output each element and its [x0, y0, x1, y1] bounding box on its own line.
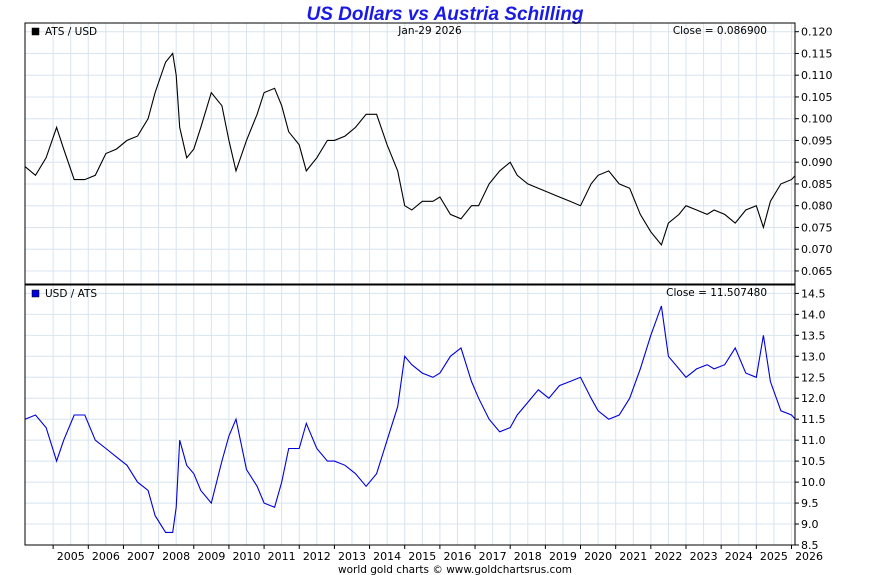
- legend-swatch-usd-ats: [31, 289, 40, 298]
- footer-credit: world gold charts © www.goldchartsrus.co…: [338, 564, 572, 575]
- y-tick-label: 8.5: [801, 539, 819, 552]
- y-tick-label: 0.090: [801, 156, 833, 169]
- y-tick-label: 0.115: [801, 47, 833, 60]
- x-tick-label: 2017: [479, 550, 507, 563]
- top-y-axis: 0.120 0.115 0.110 0.105 0.100 0.095 0.090 0.085…: [795, 26, 833, 278]
- y-tick-label: 9.5: [801, 497, 819, 510]
- x-tick-label: 2011: [268, 550, 296, 563]
- bottom-y-axis: 14.5 14.0 13.5 13.0 12.5 12.0 11.5 11.0 10.5 10.0…: [795, 287, 826, 552]
- x-tick-label: 2010: [233, 550, 261, 563]
- x-tick-label: 2008: [162, 550, 190, 563]
- y-tick-label: 0.105: [801, 91, 833, 104]
- y-tick-label: 0.065: [801, 265, 833, 278]
- x-tick-label: 2022: [654, 550, 682, 563]
- x-tick-label: 2007: [127, 550, 155, 563]
- bottom-panel-frame: [24, 284, 796, 546]
- y-tick-label: 12.5: [801, 371, 826, 384]
- x-tick-label: 2019: [549, 550, 577, 563]
- x-tick-label: 2016: [443, 550, 471, 563]
- y-tick-label: 10.5: [801, 455, 826, 468]
- bottom-panel-grid: [25, 285, 795, 546]
- y-tick-label: 10.0: [801, 476, 826, 489]
- y-tick-label: 14.5: [801, 287, 826, 300]
- x-tick-label: 2014: [373, 550, 401, 563]
- y-tick-label: 11.5: [801, 413, 826, 426]
- close-value-top: Close = 0.086900: [673, 25, 767, 37]
- y-tick-label: 11.0: [801, 434, 826, 447]
- x-tick-label: 2026: [795, 550, 823, 563]
- y-tick-label: 0.120: [801, 26, 833, 39]
- x-tick-label: 2009: [197, 550, 225, 563]
- close-value-bottom: Close = 11.507480: [666, 287, 767, 299]
- y-tick-label: 9.0: [801, 518, 819, 531]
- series-line-usd-ats: [24, 305, 796, 533]
- x-tick-label: 2015: [408, 550, 436, 563]
- y-tick-label: 0.100: [801, 113, 833, 126]
- x-axis: 2005 2006 2007 2008 2009 2010 2011 2012 2013 2014…: [52, 545, 823, 563]
- x-tick-label: 2025: [760, 550, 788, 563]
- y-tick-label: 0.110: [801, 69, 833, 82]
- series-line-ats-usd: [24, 52, 796, 247]
- date-label: Jan-29 2026: [397, 25, 462, 37]
- y-tick-label: 13.5: [801, 329, 826, 342]
- x-tick-label: 2005: [57, 550, 85, 563]
- legend-label-usd-ats: USD / ATS: [45, 288, 97, 300]
- y-tick-label: 0.080: [801, 200, 833, 213]
- x-tick-label: 2023: [690, 550, 718, 563]
- x-tick-label: 2013: [338, 550, 366, 563]
- y-tick-label: 0.095: [801, 134, 833, 147]
- top-panel-grid: [25, 23, 795, 284]
- y-tick-label: 0.070: [801, 243, 833, 256]
- x-tick-label: 2021: [619, 550, 647, 563]
- y-tick-label: 0.075: [801, 221, 833, 234]
- top-panel-frame: [24, 22, 796, 285]
- x-tick-label: 2024: [725, 550, 753, 563]
- legend-swatch-ats-usd: [31, 27, 40, 36]
- y-tick-label: 14.0: [801, 308, 826, 321]
- y-tick-label: 12.0: [801, 392, 826, 405]
- x-tick-label: 2012: [303, 550, 331, 563]
- legend-label-ats-usd: ATS / USD: [45, 26, 97, 38]
- y-tick-label: 0.085: [801, 178, 833, 191]
- bottom-panel: USD / ATS Close = 11.507480 14.5 14.0 13.5…: [24, 284, 826, 563]
- chart-title: US Dollars vs Austria Schilling: [307, 4, 584, 25]
- top-panel: ATS / USD Jan-29 2026 Close = 0.086900 0…: [24, 22, 833, 285]
- x-tick-label: 2020: [584, 550, 612, 563]
- x-tick-label: 2018: [514, 550, 542, 563]
- x-tick-label: 2006: [92, 550, 120, 563]
- y-tick-label: 13.0: [801, 350, 826, 363]
